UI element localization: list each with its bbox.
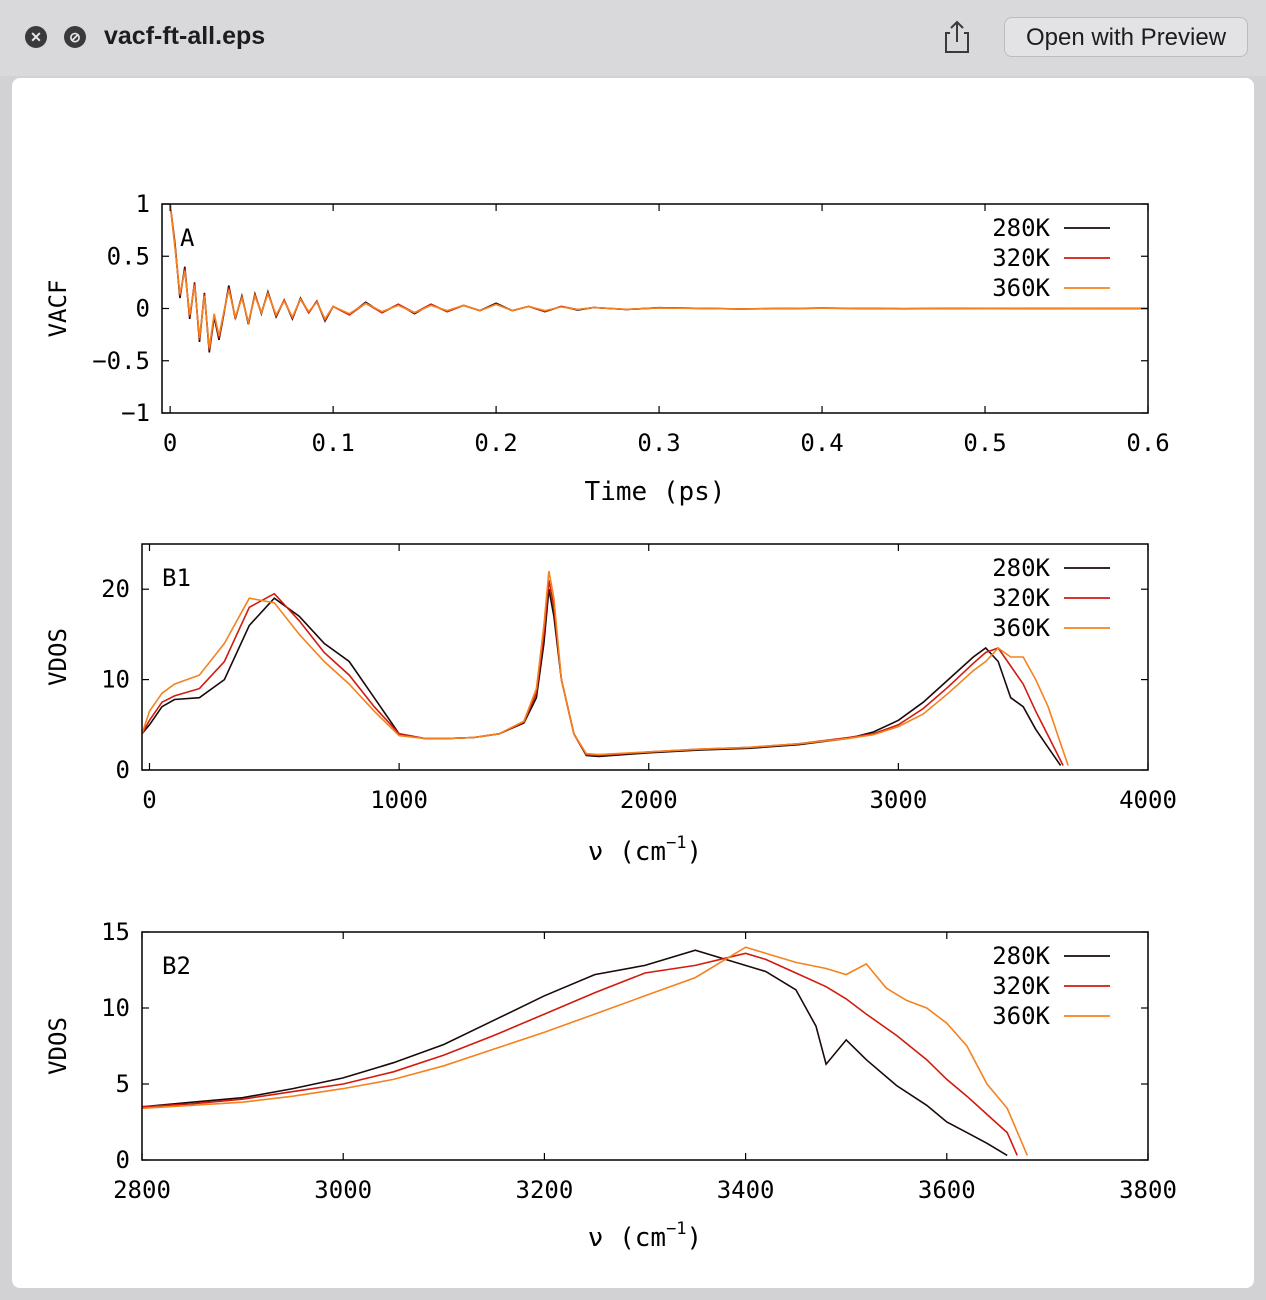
x-axis-label: ν (cm−1) — [588, 833, 702, 867]
y-tick-label: 10 — [101, 666, 130, 694]
x-axis-label: Time (ps) — [585, 477, 726, 507]
x-tick-label: 0.3 — [637, 429, 680, 457]
y-tick-label: 5 — [116, 1070, 130, 1098]
x-tick-label: 1000 — [370, 786, 428, 814]
series-line-320K — [142, 952, 1018, 1156]
x-tick-label: 3000 — [314, 1176, 372, 1204]
x-tick-label: 3600 — [918, 1176, 976, 1204]
x-tick-label: 0 — [163, 429, 177, 457]
y-axis-label: VDOS — [44, 628, 72, 686]
legend-label: 320K — [992, 584, 1050, 612]
legend-label: 360K — [992, 614, 1050, 642]
plot-frame — [141, 543, 1149, 771]
x-tick-label: 3400 — [717, 1176, 775, 1204]
chart-panel-B2: 2800 3000 3200 3400 3600 3800 0 5 10 15 B2 VDOS ν (c… — [44, 918, 1177, 1253]
preview-content: 0 0.1 0.2 0.3 0.4 0.5 0.6 1 0.5 0 −0.5 −1 A VACF Time … — [12, 78, 1254, 1288]
x-tick-label: 0.4 — [800, 429, 843, 457]
legend-label: 280K — [992, 214, 1050, 242]
panel-label: A — [180, 224, 195, 252]
x-tick-label: 3200 — [516, 1176, 574, 1204]
y-tick-label: −1 — [121, 399, 150, 427]
x-tick-label: 3000 — [869, 786, 927, 814]
close-icon[interactable]: ✕ — [25, 26, 47, 48]
plot-frame — [141, 931, 1149, 1161]
legend-label: 360K — [992, 274, 1050, 302]
series-line-280K — [142, 589, 1062, 766]
legend-label: 320K — [992, 244, 1050, 272]
y-axis-label: VACF — [44, 280, 72, 338]
chart-panel-B1: 0 1000 2000 3000 4000 0 10 20 B1 VDOS ν (cm−1) 280K… — [44, 543, 1177, 867]
y-tick-label: 0 — [116, 1146, 130, 1174]
series-line-280K — [142, 949, 1008, 1157]
y-tick-label: 0.5 — [107, 242, 150, 270]
panel-label: B1 — [162, 564, 191, 592]
legend-label: 280K — [992, 554, 1050, 582]
x-tick-label: 2800 — [113, 1176, 171, 1204]
y-axis-label: VDOS — [44, 1017, 72, 1075]
x-tick-label: 0.6 — [1126, 429, 1169, 457]
series-line-360K — [142, 570, 1069, 766]
figure-canvas: 0 0.1 0.2 0.3 0.4 0.5 0.6 1 0.5 0 −0.5 −1 A VACF Time … — [44, 190, 1177, 1253]
series-line-320K — [142, 580, 1064, 766]
y-tick-label: 10 — [101, 994, 130, 1022]
share-icon[interactable] — [940, 18, 974, 56]
y-tick-label: 0 — [116, 756, 130, 784]
fullscreen-off-icon[interactable]: ⊘ — [64, 26, 86, 48]
x-tick-label: 2000 — [620, 786, 678, 814]
open-with-preview-button[interactable]: Open with Preview — [1004, 17, 1248, 57]
x-tick-label: 0.1 — [311, 429, 354, 457]
y-tick-label: 1 — [136, 190, 150, 218]
y-tick-label: 0 — [136, 295, 150, 323]
x-tick-label: 0 — [142, 786, 156, 814]
y-tick-label: 15 — [101, 918, 130, 946]
chart-panel-A: 0 0.1 0.2 0.3 0.4 0.5 0.6 1 0.5 0 −0.5 −1 A VACF Time … — [44, 190, 1170, 507]
x-tick-label: 4000 — [1119, 786, 1177, 814]
legend-label: 360K — [992, 1002, 1050, 1030]
series-line-360K — [169, 204, 1148, 349]
x-tick-label: 0.2 — [474, 429, 517, 457]
y-tick-label: 20 — [101, 575, 130, 603]
panel-label: B2 — [162, 952, 191, 980]
window-title: vacf-ft-all.eps — [104, 22, 266, 50]
x-tick-label: 3800 — [1119, 1176, 1177, 1204]
x-axis-label: ν (cm−1) — [588, 1219, 702, 1253]
series-line-360K — [142, 946, 1029, 1156]
window-titlebar: ✕ ⊘ vacf-ft-all.eps Open with Preview — [0, 0, 1266, 76]
x-tick-label: 0.5 — [963, 429, 1006, 457]
y-tick-label: −0.5 — [92, 347, 150, 375]
legend-label: 320K — [992, 972, 1050, 1000]
legend-label: 280K — [992, 942, 1050, 970]
